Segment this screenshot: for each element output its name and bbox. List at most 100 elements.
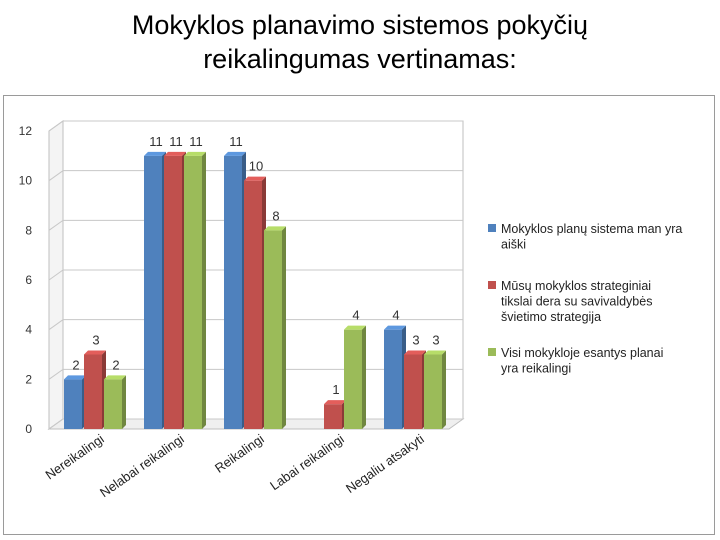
bar	[344, 325, 366, 429]
legend-label-line: tikslai dera su savivaldybės	[501, 295, 652, 309]
y-tick-label: 2	[25, 372, 32, 386]
bar-front	[344, 329, 362, 429]
data-label: 3	[432, 333, 439, 348]
category-label: Nereikalingi	[42, 431, 106, 482]
bar-front	[84, 354, 102, 429]
data-label: 8	[272, 208, 279, 223]
bar	[184, 151, 206, 430]
data-label: 11	[229, 134, 243, 149]
bar-front	[404, 354, 422, 429]
bar-front	[324, 404, 342, 429]
bar	[84, 350, 106, 429]
legend-swatch	[488, 224, 496, 232]
data-label: 1	[332, 382, 339, 397]
chart-frame: 0 2 4 6 8 10 12 2 3 2 Nereikalingi 11 11 11 Nelabai re…	[3, 95, 715, 535]
legend-label-line: Mūsų mokyklos strateginiai	[501, 279, 651, 293]
bar	[404, 350, 426, 429]
bar-top	[84, 350, 106, 355]
data-label: 2	[112, 357, 119, 372]
category-label: Nelabai reikalingi	[97, 431, 187, 500]
bar-top	[244, 176, 266, 181]
bar	[104, 375, 126, 429]
bar-top	[144, 151, 166, 156]
gridline	[48, 368, 463, 380]
legend-item: Mokyklos planų sistema man yra aiški	[488, 222, 682, 252]
data-label: 11	[189, 134, 203, 149]
bar	[64, 375, 86, 429]
bar-front	[224, 155, 242, 430]
data-label: 10	[249, 159, 263, 174]
category-label: Reikalingi	[212, 431, 267, 476]
data-label: 2	[72, 357, 79, 372]
bar	[144, 151, 166, 430]
bar	[424, 350, 446, 429]
data-label: 3	[92, 333, 99, 348]
bar	[264, 226, 286, 429]
legend-item: Mūsų mokyklos strateginiai tikslai dera s…	[488, 279, 652, 324]
bar-top	[224, 151, 246, 156]
gridline	[48, 319, 463, 331]
bar-top	[64, 375, 86, 380]
bar-front	[184, 155, 202, 430]
bar-front	[264, 230, 282, 429]
legend-swatch	[488, 281, 496, 289]
bar-front	[384, 329, 402, 429]
data-label: 4	[392, 308, 399, 323]
gridline	[48, 269, 463, 281]
bar-top	[344, 325, 366, 330]
bar-side	[202, 151, 206, 430]
bar-top	[264, 226, 286, 231]
bar-top	[104, 375, 126, 380]
title-line-1: Mokyklos planavimo sistemos pokyčių	[131, 10, 589, 40]
data-label: 4	[352, 308, 359, 323]
legend-item: Visi mokykloje esantys planai yra reikali…	[488, 346, 663, 376]
bar-top	[184, 151, 206, 156]
legend: Mokyklos planų sistema man yra aiški Mūsų …	[488, 222, 682, 376]
bar	[324, 400, 346, 429]
y-tick-label: 12	[19, 124, 33, 138]
bar-side	[362, 325, 366, 429]
bar-front	[164, 155, 182, 430]
legend-label-line: yra reikalingi	[501, 362, 571, 376]
legend-label-line: Mokyklos planų sistema man yra	[501, 222, 682, 236]
legend-label: Mūsų mokyklos strateginiai tikslai dera s…	[501, 279, 652, 324]
gridline	[48, 219, 463, 231]
legend-label-line: aiški	[501, 238, 526, 252]
bar-side	[282, 226, 286, 429]
bar-side	[122, 375, 126, 429]
bar-top	[384, 325, 406, 330]
data-label: 11	[169, 134, 183, 149]
gridline	[48, 120, 463, 132]
bar	[224, 151, 246, 430]
data-label: 3	[412, 333, 419, 348]
title-line-2: reikalingumas vertinamas:	[203, 44, 517, 74]
bar-front	[104, 379, 122, 429]
bar	[244, 176, 266, 429]
legend-label-line: švietimo strategija	[501, 310, 601, 324]
y-tick-label: 10	[19, 174, 33, 188]
bar-side	[442, 350, 446, 429]
bar	[384, 325, 406, 429]
bar-front	[244, 180, 262, 429]
gridline	[48, 170, 463, 182]
bars	[64, 151, 446, 430]
bar-front	[64, 379, 82, 429]
legend-swatch	[488, 348, 496, 356]
bar-top	[424, 350, 446, 355]
y-tick-label: 6	[25, 273, 32, 287]
y-tick-label: 4	[25, 323, 32, 337]
category-label: Labai reikalingi	[267, 431, 347, 493]
bar-front	[144, 155, 162, 430]
legend-label: Mokyklos planų sistema man yra aiški	[501, 222, 682, 252]
data-label: 11	[149, 134, 163, 149]
bar	[164, 151, 186, 430]
bar-front	[424, 354, 442, 429]
y-tick-label: 0	[25, 422, 32, 436]
bar-top	[164, 151, 186, 156]
category-label: Negaliu atsakyti	[343, 431, 427, 496]
y-tick-label: 8	[25, 223, 32, 237]
legend-label-line: Visi mokykloje esantys planai	[501, 346, 663, 360]
slide-title: Mokyklos planavimo sistemos pokyčių reik…	[0, 8, 720, 76]
legend-label: Visi mokykloje esantys planai yra reikali…	[501, 346, 663, 376]
